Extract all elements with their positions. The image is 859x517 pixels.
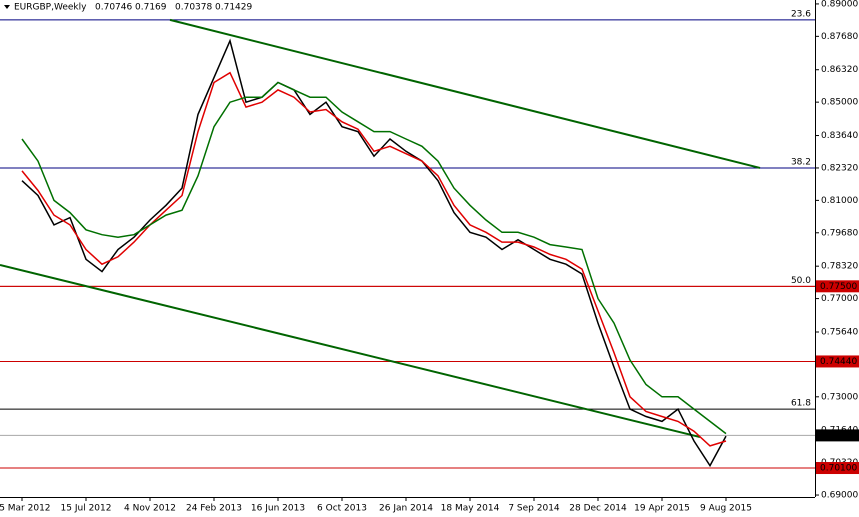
fib-label: 23.6	[791, 9, 811, 19]
fib-label: 50.0	[791, 276, 811, 286]
fib-label: 38.2	[791, 157, 811, 167]
price-tag	[816, 429, 859, 442]
x-tick-label: 18 May 2014	[441, 504, 500, 514]
x-tick-label: 26 Jan 2014	[379, 504, 433, 514]
y-tick-label: 0.77000	[821, 294, 858, 304]
symbol-title: EURGBP,Weekly	[14, 3, 87, 13]
price-tag	[816, 462, 859, 475]
x-tick-label: 4 Nov 2012	[124, 504, 176, 514]
y-tick-label: 0.79680	[821, 228, 858, 238]
x-tick-label: 19 Apr 2015	[634, 504, 690, 514]
y-tick-label: 0.83640	[821, 131, 858, 141]
y-tick-label: 0.78320	[821, 262, 858, 272]
x-tick-label: 25 Mar 2012	[0, 504, 51, 514]
x-tick-label: 15 Jul 2012	[61, 504, 112, 514]
series-line	[21, 81, 727, 435]
x-tick-label: 28 Dec 2014	[569, 504, 627, 514]
x-tick-label: 6 Oct 2013	[317, 504, 367, 514]
trendline	[0, 263, 701, 439]
price-tag-label: 0.77500	[820, 282, 857, 292]
series-line	[21, 71, 727, 447]
price-tag-label: 0.71429	[820, 431, 857, 441]
x-tick-label: 24 Feb 2013	[186, 504, 242, 514]
x-tick-label: 9 Aug 2015	[700, 504, 752, 514]
menu-arrow	[4, 5, 10, 9]
y-tick-label: 0.87680	[821, 32, 858, 42]
ohlc-value: 0.7169	[135, 3, 167, 13]
trendline	[169, 18, 761, 169]
price-tag-label: 0.70100	[820, 464, 857, 474]
y-tick-label: 0.75640	[821, 327, 858, 337]
y-tick-label: 0.73000	[821, 392, 858, 402]
x-tick-label: 7 Sep 2014	[508, 504, 560, 514]
ohlc-value: 0.71429	[215, 3, 252, 13]
ohlc-value: 0.70746	[95, 3, 132, 13]
price-tag	[816, 355, 859, 368]
x-tick-label: 16 Jun 2013	[251, 504, 305, 514]
price-tag-label: 0.74440	[820, 357, 857, 367]
y-tick-label: 0.69000	[821, 491, 858, 501]
y-tick-label: 0.86320	[821, 65, 858, 75]
y-tick-label: 0.89000	[821, 0, 858, 9]
y-tick-label: 0.85000	[821, 98, 858, 108]
fib-label: 61.8	[791, 399, 811, 409]
y-tick-label: 0.81000	[821, 196, 858, 206]
price-tag	[816, 280, 859, 293]
y-tick-label: 0.82320	[821, 163, 858, 173]
ohlc-value: 0.70378	[175, 3, 212, 13]
